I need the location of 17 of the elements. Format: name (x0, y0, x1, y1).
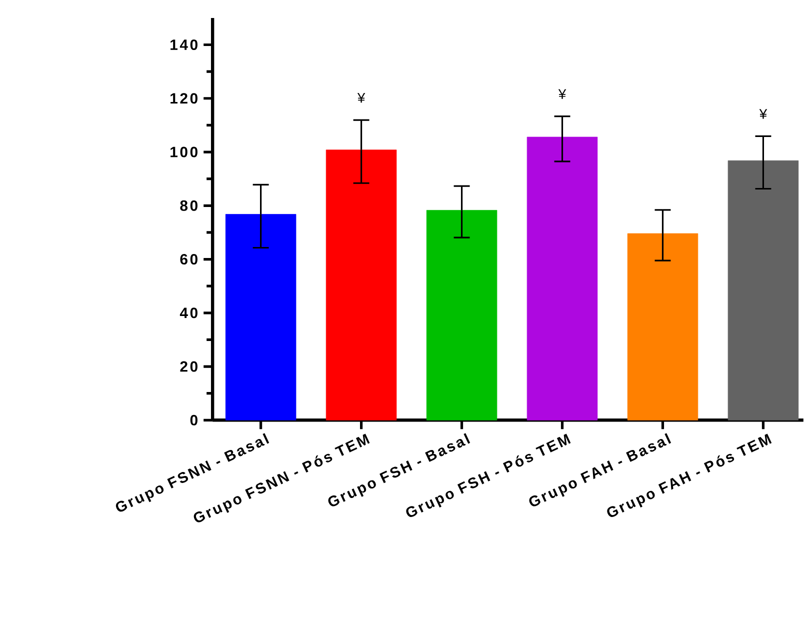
annotation: ¥ (558, 89, 566, 99)
y-tick-label: 0 (190, 414, 198, 426)
y-tick-label: 20 (180, 361, 198, 372)
bar (728, 160, 799, 420)
y-tick-label: 80 (180, 200, 198, 212)
bar (526, 136, 598, 420)
bar (426, 210, 498, 420)
bar (627, 233, 698, 420)
y-tick-label: 120 (170, 93, 198, 104)
bar (225, 214, 296, 420)
annotation: ¥ (759, 109, 768, 119)
annotation: ¥ (357, 93, 366, 103)
y-tick-label: 60 (180, 254, 198, 265)
y-tick-label: 140 (170, 40, 198, 50)
y-tick-label: 40 (180, 308, 198, 318)
bar (326, 150, 397, 420)
y-tick-label: 100 (170, 146, 198, 158)
